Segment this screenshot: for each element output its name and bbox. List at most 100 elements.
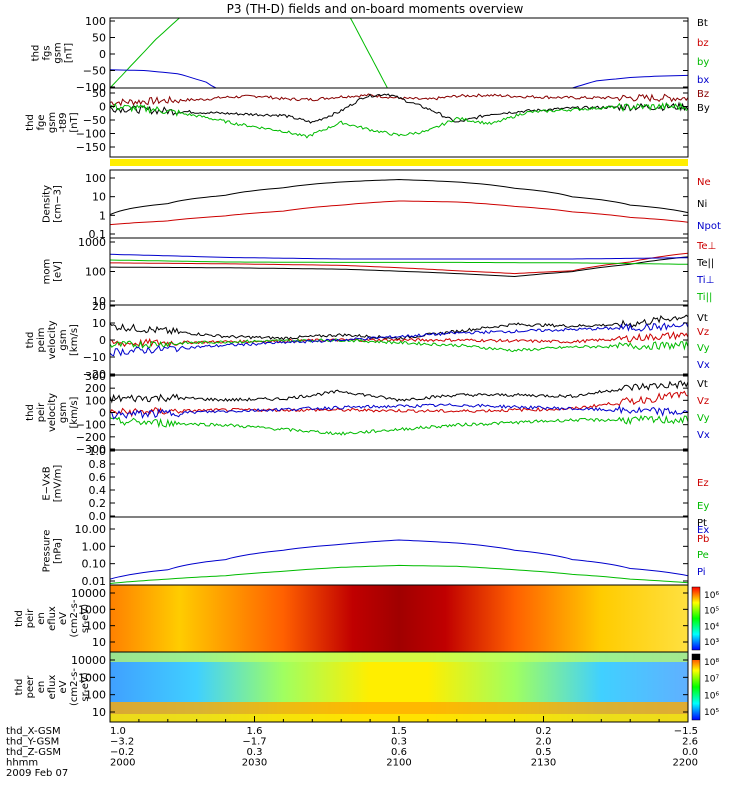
y-tick-label: 1.00 xyxy=(82,540,107,553)
series-line-density xyxy=(110,200,688,226)
ylabel-peir_eflux: thd xyxy=(14,610,25,627)
panel-temp: mom [eV] Te⊥ Te|| Ti⊥ Ti|| xyxy=(42,237,716,306)
y-tick-label: 0.10 xyxy=(82,558,107,571)
legend-entry: Ne xyxy=(697,177,711,188)
ylabel-fgs: thd xyxy=(31,45,42,62)
xaxis-date: 2009 Feb 07 xyxy=(6,768,68,779)
panel-frame xyxy=(109,87,689,158)
series-line-pressure xyxy=(110,539,688,580)
legend-entry: Pt xyxy=(697,518,707,529)
series-line-peir xyxy=(110,380,688,404)
xaxis-value: 2100 xyxy=(386,758,411,769)
ylabel-peim: velocity xyxy=(47,320,58,359)
y-tick-label: −100 xyxy=(76,128,106,141)
ylabel-peim: gsm xyxy=(58,329,69,350)
colorbar-tick-label: 10³ xyxy=(704,638,719,648)
y-tick-label: −50 xyxy=(83,65,106,78)
panel-density: Density [cm−3] Ne Ni Npot xyxy=(42,169,721,239)
panel-frame xyxy=(109,449,689,518)
series-line-temp xyxy=(110,252,688,275)
y-tick-label: 1000 xyxy=(78,603,106,616)
ylabel-peir_eflux: eflux xyxy=(47,606,58,631)
heatmap-band xyxy=(110,652,688,662)
ylabel-peir_eflux: sr-eV) xyxy=(80,604,91,633)
ylabel-peer_eflux: sr-eV) xyxy=(80,672,91,701)
xaxis-value: −1.5 xyxy=(674,726,698,737)
ylabel-peim: peim xyxy=(36,327,47,352)
y-tick-label: 0.8 xyxy=(89,458,107,471)
ylabel-peer_eflux: peer xyxy=(25,675,36,699)
ylabel-peer_eflux: en xyxy=(36,681,47,694)
panel-peir_eflux: thd peir en eflux eV (cm2-s-sr-eV) xyxy=(14,584,701,653)
y-tick-label: 10 xyxy=(92,191,106,204)
panel-frame xyxy=(109,169,689,239)
ylabel-peir: [km/s] xyxy=(69,396,80,428)
panel-fgs: thd fgs gsm [nT] Bt bz by bx xyxy=(31,17,709,89)
series-line-temp xyxy=(110,259,688,265)
ylabel-peir_eflux: (cm2-s- xyxy=(69,599,80,637)
xaxis-value: 2.0 xyxy=(536,737,552,748)
series-line-fge xyxy=(110,93,688,124)
legend-entry: Vy xyxy=(697,343,710,354)
legend-entry: Te⊥ xyxy=(696,241,716,252)
legend-entry: Vz xyxy=(697,396,709,407)
y-tick-label: 10 xyxy=(92,706,106,719)
series-line-peim xyxy=(110,338,688,353)
xaxis-value: −1.7 xyxy=(242,737,266,748)
ylabel-peir: gsm xyxy=(58,402,69,423)
ylabel-temp: mom xyxy=(42,259,53,285)
colorbar-tick-label: 10⁴ xyxy=(704,622,719,632)
y-tick-label: 20 xyxy=(92,300,106,313)
y-tick-label: 300 xyxy=(85,370,106,383)
ylabel-peir: velocity xyxy=(47,393,58,432)
panel-frame xyxy=(109,374,689,451)
ylabel-fgs: fgs xyxy=(42,45,53,60)
xaxis-value: 0.6 xyxy=(391,747,407,758)
xaxis-value: 0.3 xyxy=(247,747,263,758)
ylabel-peir: peir xyxy=(36,402,47,422)
ylabel-pressure: [nPa] xyxy=(53,538,64,564)
panel-peer_eflux: thd peer en eflux eV (cm2-s-sr-eV) xyxy=(14,651,701,723)
legend-entry: bx xyxy=(697,75,709,86)
legend-entry: Pb xyxy=(697,534,709,545)
ylabel-fge: thd xyxy=(25,114,36,131)
xaxis-value: −0.2 xyxy=(110,747,134,758)
y-tick-label: 0.4 xyxy=(89,484,107,497)
y-tick-label: 10 xyxy=(92,295,106,308)
xaxis-row-label: thd_Z-GSM xyxy=(6,747,61,758)
y-tick-label: 0 xyxy=(99,407,106,420)
xaxis-value: 2.6 xyxy=(682,737,698,748)
y-tick-label: 200 xyxy=(85,382,106,395)
series-line-fge xyxy=(110,93,688,107)
xaxis-row-label: hhmm xyxy=(6,758,38,769)
ylabel-peer_eflux: eV xyxy=(58,680,69,693)
y-tick-label: 0.0 xyxy=(89,510,107,523)
panel-frame xyxy=(109,516,689,586)
y-tick-label: 1000 xyxy=(78,236,106,249)
heatmap-peir_eflux xyxy=(110,585,688,652)
ylabel-fge: -t89 xyxy=(58,112,69,132)
series-line-pressure xyxy=(110,564,688,584)
y-tick-label: 0.1 xyxy=(89,228,107,241)
legend-entry: Ex xyxy=(697,525,709,536)
y-tick-label: 0.2 xyxy=(89,497,107,510)
legend-entry: Ez xyxy=(697,478,709,489)
ylabel-peer_eflux: (cm2-s- xyxy=(69,668,80,706)
xaxis-value: −3.2 xyxy=(110,737,134,748)
series-line-density xyxy=(110,178,688,216)
y-tick-label: 10000 xyxy=(71,587,106,600)
xaxis-value: 2130 xyxy=(531,758,556,769)
yellow-bar xyxy=(110,159,688,166)
y-tick-label: 50 xyxy=(92,32,106,45)
colorbar-tick-label: 10⁵ xyxy=(704,708,719,718)
xaxis-row-label: thd_Y-GSM xyxy=(6,737,59,748)
legend-entry: Ni xyxy=(697,199,707,210)
legend-entry: Vx xyxy=(697,430,710,441)
legend-entry: Ti⊥ xyxy=(696,275,714,286)
colorbar xyxy=(691,586,701,651)
series-line-fgs xyxy=(110,69,688,88)
ylabel-density: [cm−3] xyxy=(53,185,64,223)
colorbar-tick-label: 10⁶ xyxy=(704,591,719,601)
legend-entry: Te|| xyxy=(696,258,714,269)
